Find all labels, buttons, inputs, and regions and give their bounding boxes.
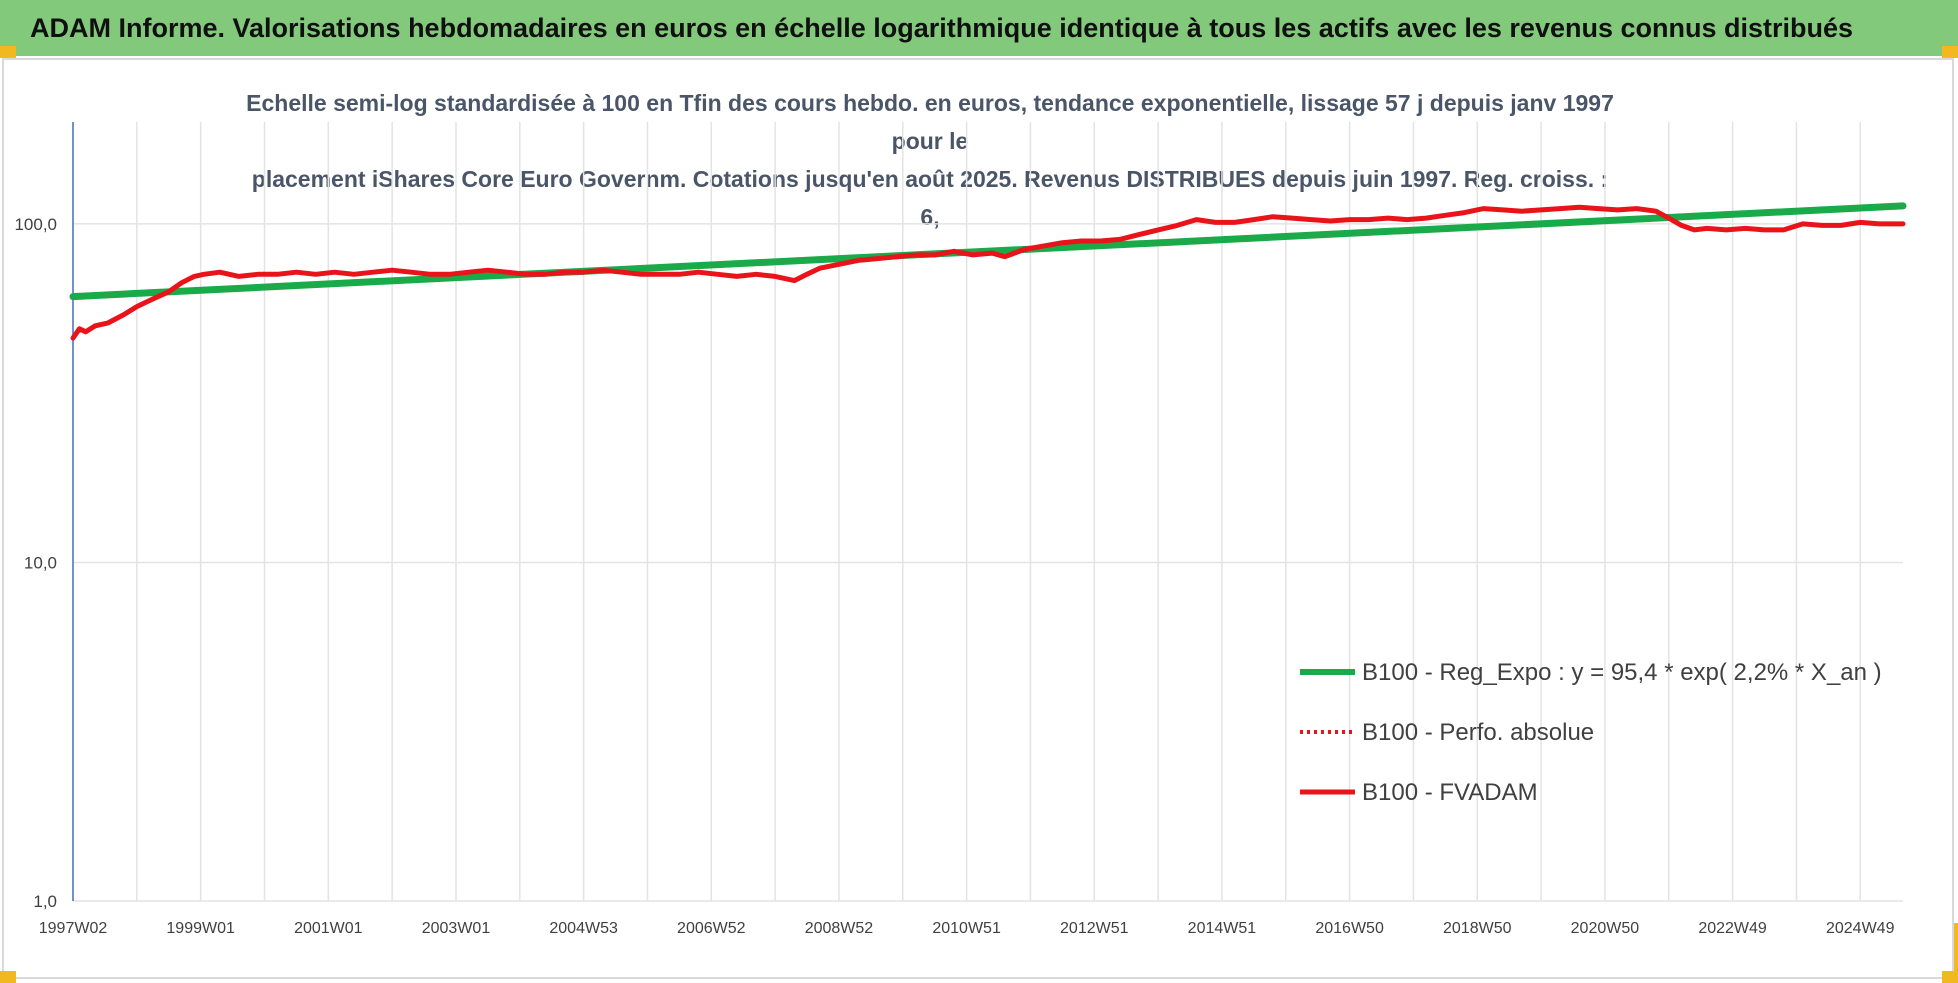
series-lines <box>69 202 1907 341</box>
y-tick-label: 1,0 <box>33 892 57 911</box>
x-tick-label: 2024W49 <box>1826 920 1895 937</box>
gridlines <box>72 122 1903 902</box>
legend-entry-fvadam-label: B100 - FVADAM <box>1362 779 1538 806</box>
x-tick-label: 2022W49 <box>1698 920 1767 937</box>
x-tick-label: 2010W51 <box>932 920 1001 937</box>
y-tick-label: 100,0 <box>14 215 57 234</box>
x-tick-label: 2014W51 <box>1188 920 1257 937</box>
chart-title: Echelle semi-log standardisée à 100 en T… <box>240 84 1620 236</box>
fvadam-line <box>70 204 1906 341</box>
chart-title-line-1: Echelle semi-log standardisée à 100 en T… <box>246 90 1614 154</box>
y-tick-label: 10,0 <box>24 553 57 572</box>
report-banner-title: ADAM Informe. Valorisations hebdomadaire… <box>30 12 1854 43</box>
legend-entry-regression-label: B100 - Reg_Expo : y = 95,4 * exp( 2,2% *… <box>1362 659 1882 686</box>
x-tick-label: 2003W01 <box>422 920 491 937</box>
report-banner: ADAM Informe. Valorisations hebdomadaire… <box>0 0 1958 56</box>
chart-frame <box>2 58 1954 979</box>
frame-edge-handle[interactable] <box>1954 923 1958 983</box>
chart-legend: B100 - Reg_Expo : y = 95,4 * exp( 2,2% *… <box>1300 659 1882 806</box>
y-axis-ticks: 1,0 10,0 100,0 <box>14 215 57 911</box>
frame-corner-handle[interactable] <box>0 46 16 58</box>
x-axis-ticks: 1997W02 1999W01 2001W01 2003W01 2004W53 2006W… <box>39 920 1895 937</box>
x-tick-label: 1999W01 <box>166 920 235 937</box>
frame-corner-handle[interactable] <box>1942 46 1958 58</box>
x-tick-label: 2008W52 <box>805 920 874 937</box>
x-tick-label: 2001W01 <box>294 920 363 937</box>
x-tick-label: 2018W50 <box>1443 920 1512 937</box>
legend-entry-perfo-absolue-label: B100 - Perfo. absolue <box>1362 719 1594 746</box>
x-tick-label: 2016W50 <box>1315 920 1384 937</box>
x-tick-label: 2006W52 <box>677 920 746 937</box>
x-tick-label: 2020W50 <box>1571 920 1640 937</box>
x-tick-label: 2012W51 <box>1060 920 1129 937</box>
frame-corner-handle[interactable] <box>0 971 16 983</box>
x-tick-label: 1997W02 <box>39 920 108 937</box>
x-tick-label: 2004W53 <box>549 920 618 937</box>
